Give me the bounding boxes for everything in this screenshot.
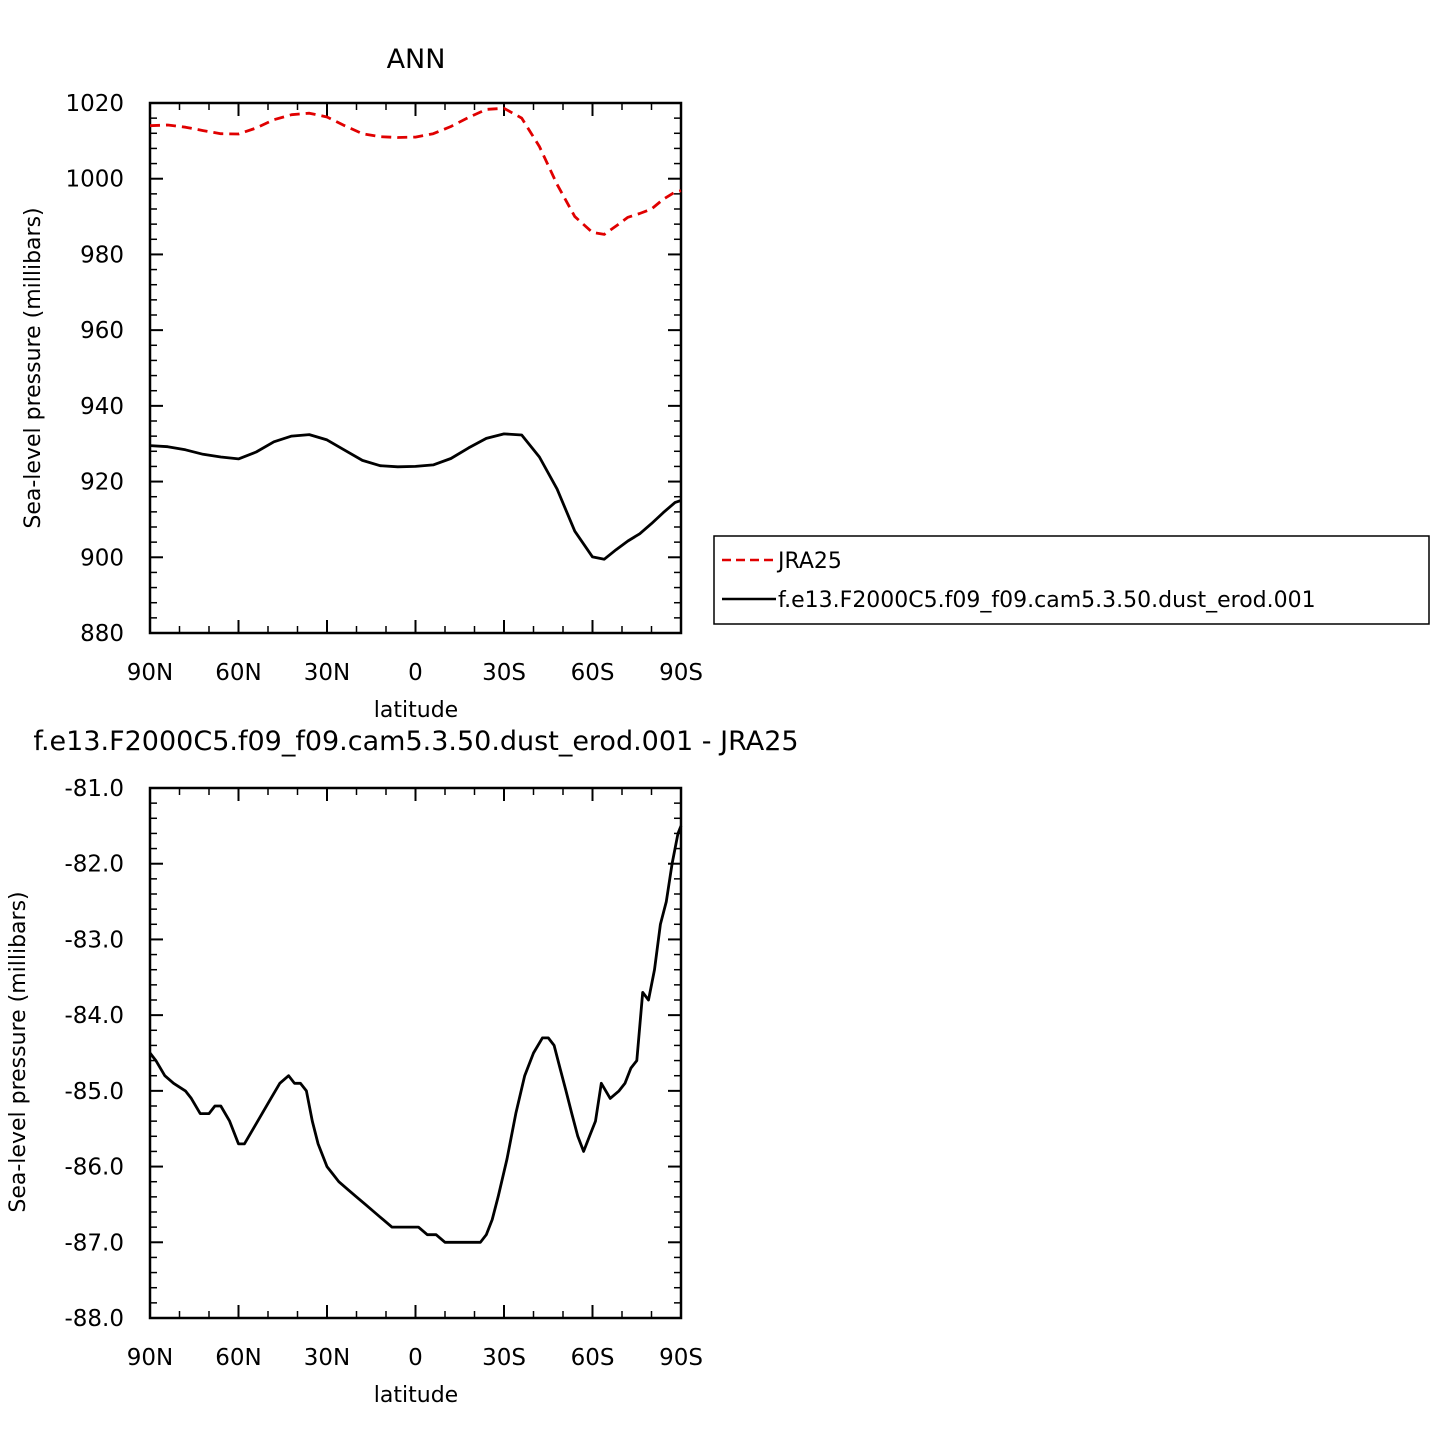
y-tick-label: 900: [80, 545, 124, 571]
y-tick-label: -82.0: [64, 852, 124, 878]
x-tick-label: 60N: [215, 660, 261, 686]
x-tick-label: 30S: [482, 1345, 526, 1371]
y-tick-label: 1020: [65, 91, 124, 117]
y-tick-label: -81.0: [64, 776, 124, 802]
y-tick-label: 980: [80, 242, 124, 268]
y-axis-label-top: Sea-level pressure (millibars): [21, 207, 46, 528]
panel-bottom: f.e13.F2000C5.f09_f09.cam5.3.50.dust_ero…: [6, 726, 799, 1408]
x-axis-label-top: latitude: [374, 698, 458, 723]
legend-entry-model: f.e13.F2000C5.f09_f09.cam5.3.50.dust_ero…: [778, 588, 1316, 613]
chart-title-top: ANN: [387, 44, 446, 75]
panel-top: ANN 90N 60N 30N 0 30S 60S 90S 880 900 920 940 960 98…: [21, 44, 703, 723]
chart-title-bottom: f.e13.F2000C5.f09_f09.cam5.3.50.dust_ero…: [33, 726, 798, 757]
x-tick-label: 60S: [571, 1345, 615, 1371]
y-axis-label-bottom: Sea-level pressure (millibars): [6, 891, 31, 1212]
y-tick-label: 1000: [65, 167, 124, 193]
x-tick-label: 90N: [127, 660, 173, 686]
x-tick-label: 30N: [304, 1345, 350, 1371]
x-tick-label: 90N: [127, 1345, 173, 1371]
x-tick-label: 90S: [659, 1345, 703, 1371]
x-tick-label: 60N: [215, 1345, 261, 1371]
x-tick-label: 0: [408, 1345, 423, 1371]
y-tick-label: 920: [80, 470, 124, 496]
y-tick-label: 940: [80, 394, 124, 420]
legend-box: [713, 535, 1430, 625]
x-tick-label: 60S: [571, 660, 615, 686]
plot-frame: [148, 101, 683, 635]
legend-entry-jra25: JRA25: [776, 549, 842, 574]
y-tick-label: -86.0: [64, 1155, 124, 1181]
y-tick-label: -85.0: [64, 1079, 124, 1105]
plot-frame: [148, 786, 683, 1320]
x-tick-label: 30S: [482, 660, 526, 686]
x-tick-label: 0: [408, 660, 423, 686]
series-line-0: [148, 825, 683, 1244]
y-tick-label: 960: [80, 318, 124, 344]
plot-area-top: 90N 60N 30N 0 30S 60S 90S 880 900 920 940 960 980 100…: [65, 91, 702, 686]
y-tick-label: -87.0: [64, 1230, 124, 1256]
y-tick-label: -84.0: [64, 1003, 124, 1029]
y-tick-label: 880: [80, 621, 124, 647]
plot-area-bottom: 90N 60N 30N 0 30S 60S 90S -88.0 -87.0 -86.0 -85.0 -…: [64, 776, 702, 1371]
legend: JRA25 f.e13.F2000C5.f09_f09.cam5.3.50.du…: [713, 535, 1430, 625]
x-tick-label: 90S: [659, 660, 703, 686]
series-line-1: [149, 432, 682, 561]
y-tick-label: -88.0: [64, 1306, 124, 1332]
y-tick-label: -83.0: [64, 927, 124, 953]
x-axis-label-bottom: latitude: [374, 1383, 458, 1408]
series-line-0: [149, 106, 682, 236]
x-tick-label: 30N: [304, 660, 350, 686]
